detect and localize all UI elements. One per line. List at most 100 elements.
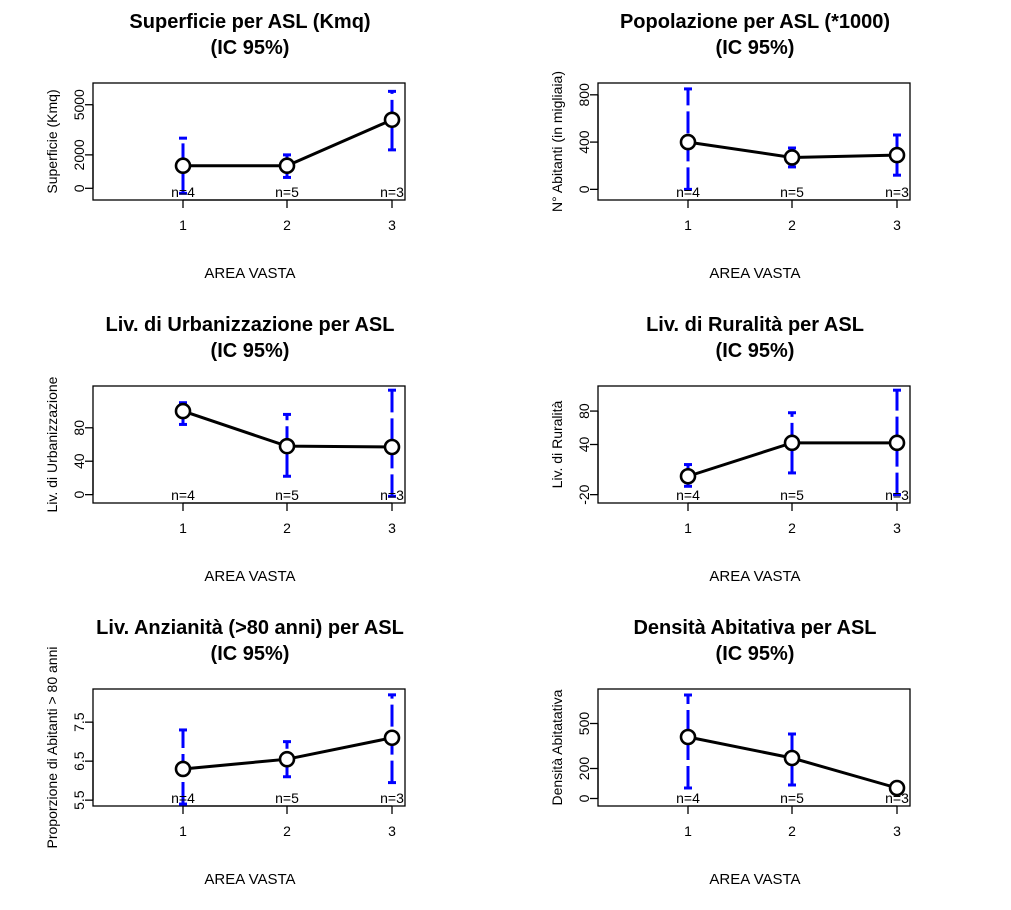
x-tick-label: 2 [788, 520, 796, 536]
mean-point [783, 434, 801, 452]
chart-panel-anzianita: Liv. Anzianità (>80 anni) per ASL (IC 95%… [0, 606, 505, 909]
plot-frame [92, 385, 406, 504]
chart-title: Popolazione per ASL (*1000) [620, 11, 890, 33]
plot-frame [597, 82, 911, 201]
y-tick-label: 5.5 [71, 790, 87, 810]
plot-frame [92, 82, 406, 201]
chart-subtitle: (IC 95%) [211, 340, 290, 362]
n-label: n=5 [780, 790, 804, 806]
x-axis: 1 2 3 [179, 199, 396, 233]
y-axis-title: Liv. di Ruralità [549, 400, 565, 488]
n-label: n=3 [380, 184, 404, 200]
n-label: n=4 [676, 487, 700, 503]
x-tick-label: 1 [179, 217, 187, 233]
y-axis-title: Superficie (Kmq) [44, 89, 60, 193]
y-tick-label: 200 [576, 757, 592, 781]
y-tick-label: 7.5 [71, 712, 87, 732]
y-axis: 0 200 500 [576, 712, 599, 802]
chart-subtitle: (IC 95%) [211, 37, 290, 59]
x-tick-label: 3 [388, 520, 396, 536]
x-tick-label: 3 [388, 823, 396, 839]
mean-point [278, 437, 296, 455]
x-tick-label: 1 [684, 520, 692, 536]
x-tick-label: 1 [179, 520, 187, 536]
x-tick-label: 1 [684, 823, 692, 839]
chart-subtitle: (IC 95%) [716, 37, 795, 59]
n-label: n=4 [171, 487, 195, 503]
x-axis: 1 2 3 [684, 502, 901, 536]
y-tick-label: 800 [576, 83, 592, 107]
y-tick-label: 40 [576, 437, 592, 453]
chart-panel-urbanizzazione: Liv. di Urbanizzazione per ASL (IC 95%) 1 2… [0, 303, 505, 606]
chart-panel-superficie: Superficie per ASL (Kmq) (IC 95%) 1 2 3 AREA … [0, 0, 505, 303]
y-axis-title: Proporzione di Abitanti > 80 anni [44, 647, 60, 849]
y-tick-label: 2000 [71, 139, 87, 170]
chart-title: Densità Abitativa per ASL [633, 617, 876, 639]
chart-title: Liv. di Ruralità per ASL [646, 314, 864, 336]
chart-panel-densita: Densità Abitativa per ASL (IC 95%) 1 2 3 AREA… [505, 606, 1010, 909]
mean-point [278, 157, 296, 175]
chart-panel-ruralita: Liv. di Ruralità per ASL (IC 95%) 1 2 3 AREA … [505, 303, 1010, 606]
y-tick-label: 0 [576, 185, 592, 193]
x-tick-label: 2 [788, 217, 796, 233]
n-label: n=4 [171, 790, 195, 806]
plot-frame [597, 385, 911, 504]
error-bars [179, 693, 396, 806]
chart-subtitle: (IC 95%) [716, 340, 795, 362]
plot-frame [597, 688, 911, 807]
y-tick-label: 80 [71, 420, 87, 436]
n-label: n=5 [275, 790, 299, 806]
y-axis-title: N° Abitanti (in migliaia) [549, 71, 565, 212]
mean-point [679, 133, 697, 151]
x-axis: 1 2 3 [179, 805, 396, 839]
y-tick-label: 6.5 [71, 751, 87, 771]
chart-svg: Densità Abitativa per ASL (IC 95%) 1 2 3 AREA… [549, 617, 911, 888]
chart-title: Superficie per ASL (Kmq) [129, 11, 370, 33]
x-tick-label: 2 [283, 520, 291, 536]
y-axis: 0 40 80 [71, 420, 94, 499]
x-axis-title: AREA VASTA [709, 265, 800, 282]
x-axis: 1 2 3 [684, 805, 901, 839]
x-tick-label: 3 [893, 520, 901, 536]
mean-point [783, 749, 801, 767]
error-bar [893, 388, 901, 497]
n-label: n=3 [885, 790, 909, 806]
n-label: n=5 [780, 487, 804, 503]
chart-title: Liv. Anzianità (>80 anni) per ASL [96, 617, 404, 639]
n-label: n=3 [380, 790, 404, 806]
mean-point [174, 402, 192, 420]
y-tick-label: -20 [576, 484, 592, 504]
error-bars [684, 87, 901, 191]
y-tick-label: 0 [576, 794, 592, 802]
mean-point [888, 434, 906, 452]
mean-point [278, 750, 296, 768]
mean-point [383, 729, 401, 747]
y-tick-label: 0 [71, 184, 87, 192]
x-axis: 1 2 3 [684, 199, 901, 233]
y-tick-label: 0 [71, 491, 87, 499]
chart-panel-popolazione: Popolazione per ASL (*1000) (IC 95%) 1 2 3 AR… [505, 0, 1010, 303]
y-axis: 5.5 6.5 7.5 [71, 712, 94, 810]
x-tick-label: 1 [179, 823, 187, 839]
mean-point [174, 157, 192, 175]
x-axis-title: AREA VASTA [204, 568, 295, 585]
error-bar [788, 732, 796, 787]
n-label: n=4 [676, 184, 700, 200]
mean-point [888, 779, 906, 797]
y-axis: 0 400 800 [576, 83, 599, 193]
error-bar [684, 87, 692, 191]
x-tick-label: 3 [893, 823, 901, 839]
x-axis: 1 2 3 [179, 502, 396, 536]
y-axis-title: Liv. di Urbanizzazione [44, 376, 60, 512]
chart-svg: Superficie per ASL (Kmq) (IC 95%) 1 2 3 AREA … [44, 11, 406, 282]
n-label: n=4 [171, 184, 195, 200]
y-tick-label: 500 [576, 712, 592, 736]
y-axis: 0 2000 5000 [71, 89, 94, 192]
y-tick-label: 80 [576, 403, 592, 419]
y-axis: -20 40 80 [576, 403, 599, 505]
y-tick-label: 5000 [71, 89, 87, 120]
error-bar [388, 388, 396, 498]
x-tick-label: 2 [788, 823, 796, 839]
n-label: n=5 [780, 184, 804, 200]
